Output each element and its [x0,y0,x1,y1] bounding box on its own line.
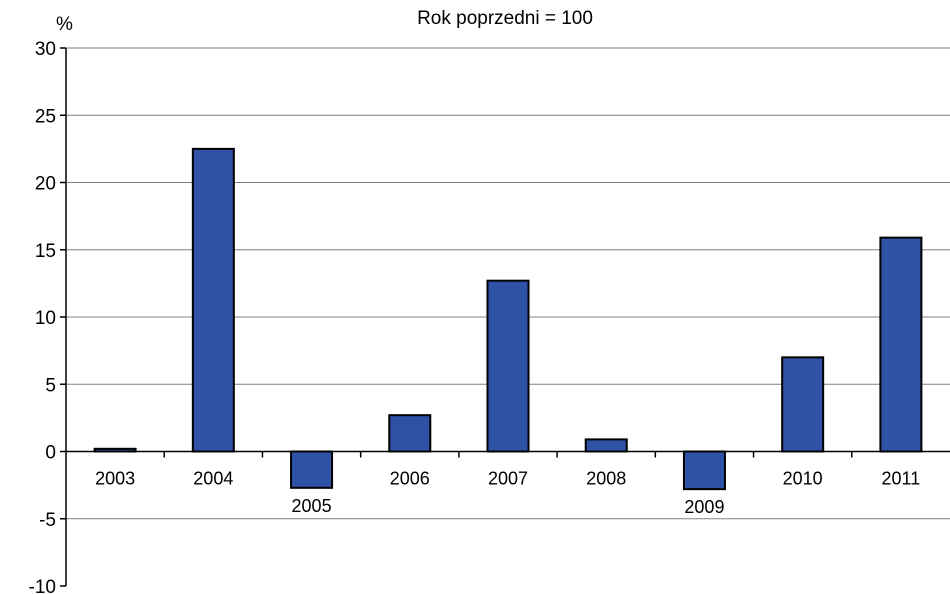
y-tick-label: 10 [35,308,56,329]
x-category-label: 2011 [882,469,921,489]
y-tick-label: 25 [35,106,56,127]
x-category-label: 2006 [390,469,430,489]
x-category-label: 2007 [488,469,528,489]
y-tick-label: 5 [45,375,56,396]
chart-title: Rok poprzedni = 100 [417,8,593,29]
y-tick-label: 30 [35,39,56,60]
x-category-label: 2005 [292,496,332,516]
bar-2009 [682,450,726,491]
bar-2006 [388,414,432,453]
x-category-label: 2003 [95,469,135,489]
bar-2011 [879,236,923,453]
y-tick-label: -5 [39,510,56,531]
bar-2010 [781,356,825,453]
y-tick-label: -10 [29,577,56,594]
x-category-label: 2009 [684,497,724,517]
y-axis-unit-label: % [56,14,73,35]
y-tick-label: 20 [35,174,56,195]
bar-2008 [584,438,628,453]
x-category-label: 2010 [783,469,823,489]
x-category-label: 2008 [586,469,626,489]
y-tick-label: 0 [45,443,56,464]
bar-2005 [290,450,334,489]
y-tick-label: 15 [35,241,56,262]
x-category-label: 2004 [193,469,233,489]
bar-2004 [191,147,235,453]
bar-2007 [486,279,530,453]
